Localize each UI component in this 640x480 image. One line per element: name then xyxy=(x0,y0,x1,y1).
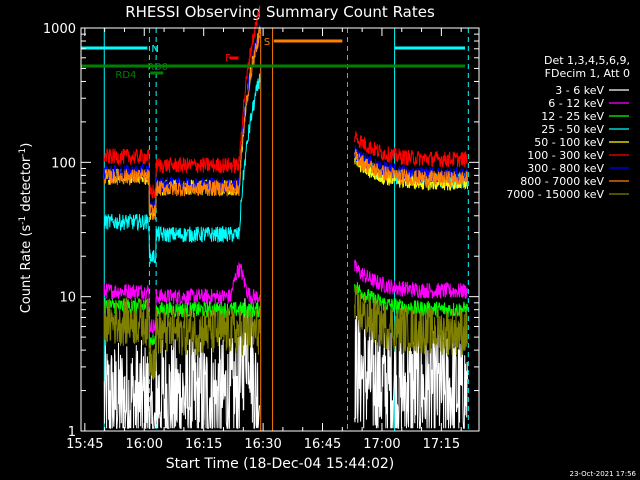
series-line-12-25-kev-part-1 xyxy=(103,298,261,347)
x-tick-label: 16:30 xyxy=(244,437,281,452)
legend-entry-label: 800 - 7000 keV xyxy=(520,175,604,188)
annotation-label-n: N xyxy=(151,44,158,55)
series-line-7000-15000-kev-part-1 xyxy=(103,297,261,380)
legend-entry-label: 12 - 25 keV xyxy=(541,110,604,123)
x-tick-label: 16:45 xyxy=(304,437,341,452)
legend-header-1: Det 1,3,4,5,6,9, xyxy=(544,54,630,67)
annotation-label-rd4: RD4 xyxy=(115,70,136,81)
series-line-800-7000-kev-part-2 xyxy=(354,149,468,188)
y-axis-label-sup2: -1 xyxy=(18,148,28,157)
series-line-6-12-kev-part-2 xyxy=(354,258,468,300)
y-axis-label-mid: detector xyxy=(19,156,34,216)
series-line-100-300-kev-part-1 xyxy=(103,5,261,200)
y-axis-label-end: ) xyxy=(19,143,34,148)
x-tick-label: 17:00 xyxy=(363,437,400,452)
legend-entry-label: 6 - 12 keV xyxy=(548,97,604,110)
annotation-label-rd0: RD0 xyxy=(147,62,168,73)
series-line-25-50-kev-part-1 xyxy=(103,73,261,264)
x-tick-label: 16:15 xyxy=(185,437,222,452)
footer-date: 23-Oct-2021 17:56 xyxy=(570,470,637,478)
legend-entry-label: 25 - 50 keV xyxy=(541,123,604,136)
annotation-label-s: S xyxy=(264,37,270,48)
legend-entry-label: 100 - 300 keV xyxy=(527,149,604,162)
legend: Det 1,3,4,5,6,9,FDecim 1, Att 0 3 - 6 keV… xyxy=(506,54,630,201)
legend-entry-label: 7000 - 15000 keV xyxy=(506,188,604,201)
series-line-300-800-kev-part-1 xyxy=(103,23,261,215)
series-line-7000-15000-kev-part-2 xyxy=(354,284,468,356)
series-line-6-12-kev-part-1 xyxy=(103,262,261,336)
y-axis-label-main: Count Rate (s xyxy=(19,225,34,314)
series-line-12-25-kev-part-2 xyxy=(354,282,468,318)
x-tick-label: 16:00 xyxy=(126,437,163,452)
legend-entry-label: 3 - 6 keV xyxy=(555,84,604,97)
series-line-800-7000-kev-part-1 xyxy=(103,26,261,221)
series-line-50-100-kev-part-2 xyxy=(354,152,468,192)
axes: 1 10 100 1000 15:45 16:00 16:15 16:30 16:45 17:00… xyxy=(43,22,480,452)
series-line-100-300-kev-part-2 xyxy=(354,130,468,168)
y-tick-label: 1 xyxy=(68,425,76,440)
y-tick-label: 10 xyxy=(59,291,76,306)
y-tick-label: 1000 xyxy=(43,22,76,37)
series-line-3-6-kev-part-2 xyxy=(354,315,468,429)
plot-area: N RD0 RD4 F S xyxy=(81,5,469,431)
x-tick-label: 17:15 xyxy=(423,437,460,452)
plot-frame xyxy=(80,27,480,432)
y-tick-label: 100 xyxy=(51,156,76,171)
y-axis-label: Count Rate (s-1 detector-1) xyxy=(18,143,34,314)
legend-entry-label: 300 - 800 keV xyxy=(527,162,604,175)
legend-entry-label: 50 - 100 keV xyxy=(534,136,604,149)
y-axis-label-sup1: -1 xyxy=(18,216,28,225)
series-line-3-6-kev-part-1 xyxy=(103,298,261,429)
legend-header-2: FDecim 1, Att 0 xyxy=(545,67,630,80)
chart-title: RHESSI Observing Summary Count Rates xyxy=(125,3,435,21)
x-tick-label: 15:45 xyxy=(66,437,103,452)
x-axis-label: Start Time (18-Dec-04 15:44:02) xyxy=(166,456,394,472)
annotation-label-f: F xyxy=(225,53,231,64)
